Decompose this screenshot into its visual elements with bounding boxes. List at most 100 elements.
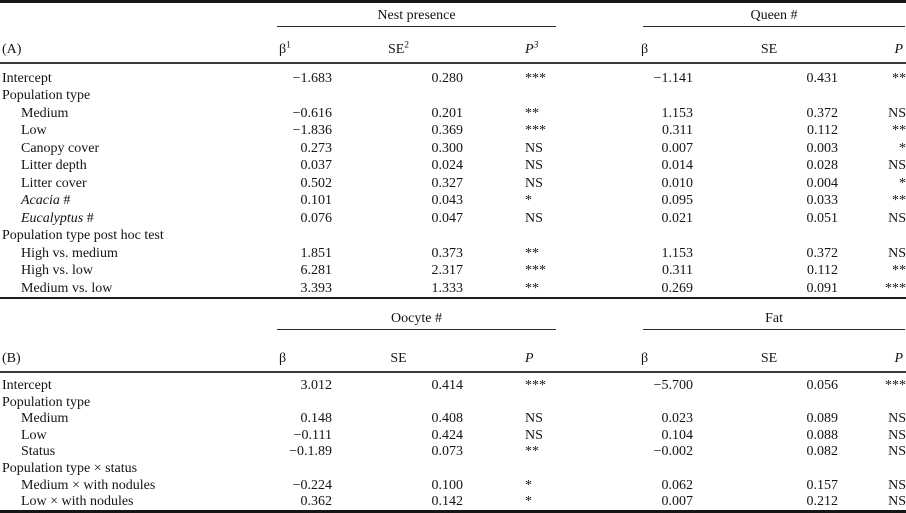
header-text: P [894,42,903,57]
se-cell: 0.047 [332,209,465,227]
beta-cell: 0.101 [262,192,332,210]
p-cell: NS [843,157,906,175]
row-label: Medium [0,104,262,122]
gap-cell [556,262,636,280]
column-group-title: Oocyte # [391,311,442,326]
beta-cell: 0.037 [262,157,332,175]
se-cell: 0.100 [332,477,465,494]
p-cell: NS [465,139,556,157]
header-text: SE [761,42,777,57]
p-cell: * [465,192,556,210]
header-text: β [641,42,648,57]
se-cell: 0.082 [695,444,843,461]
se-cell: 2.317 [332,262,465,280]
gap-cell [556,139,636,157]
se-cell: 0.157 [695,477,843,494]
beta-cell: −5.700 [636,372,695,395]
se-cell: 0.051 [695,209,843,227]
p-cell: ** [843,122,906,140]
empty-cell [465,460,556,477]
row-label: Medium [0,411,262,428]
beta-cell: 0.062 [636,477,695,494]
column-group-underline: Queen # [643,8,905,27]
spanner-spacer [0,2,262,28]
se-cell: 0.091 [695,279,843,298]
beta-header: β [636,330,695,372]
gap-cell [556,298,636,330]
p-header: P [465,330,556,372]
empty-cell [262,227,332,245]
table-row: Litter cover0.5020.327NS0.0100.004* [0,174,906,192]
results-table-body: Nest presenceQueen #(A)β1SE2P3βSEPInterc… [0,2,906,512]
beta-cell: 1.153 [636,244,695,262]
gap-cell [556,2,636,28]
column-group-cell: Queen # [636,2,906,28]
table-row: Medium−0.6160.201**1.1530.372NS [0,104,906,122]
p-cell: NS [843,494,906,512]
p-cell: NS [843,411,906,428]
table-row: High vs. medium1.8510.373**1.1530.372NS [0,244,906,262]
gap-cell [556,104,636,122]
p-cell: * [843,174,906,192]
panel-label: (B) [0,330,262,372]
p-header: P [843,330,906,372]
gap-cell [556,330,636,372]
table-row: Intercept3.0120.414***−5.7000.056*** [0,372,906,395]
empty-cell [332,227,465,245]
empty-cell [332,394,465,411]
beta-cell: 0.311 [636,262,695,280]
p-cell: NS [843,427,906,444]
header-superscript: 2 [404,40,409,50]
table-row: Low × with nodules0.3620.142*0.0070.212N… [0,494,906,512]
row-label: Canopy cover [0,139,262,157]
table-row: Population type post hoc test [0,227,906,245]
p-cell: NS [465,411,556,428]
empty-cell [332,460,465,477]
header-text: SE [390,351,406,366]
column-group-row-B: Oocyte #Fat [0,298,906,330]
beta-cell: 0.076 [262,209,332,227]
se-cell: 0.056 [695,372,843,395]
row-label: Intercept [0,372,262,395]
row-label-italic: Acacia [21,193,60,208]
beta-cell: 0.007 [636,494,695,512]
gap-cell [556,494,636,512]
beta-cell: 0.148 [262,411,332,428]
gap-cell [556,427,636,444]
table-row: Low−0.1110.424NS0.1040.088NS [0,427,906,444]
se-cell: 0.431 [695,63,843,87]
empty-cell [695,394,843,411]
column-group-cell: Oocyte # [262,298,556,330]
beta-cell: −1.836 [262,122,332,140]
row-label-rest: # [60,193,71,208]
beta-cell: −0.616 [262,104,332,122]
beta-cell: 6.281 [262,262,332,280]
se-cell: 0.089 [695,411,843,428]
column-group-title: Nest presence [377,8,455,23]
empty-cell [843,394,906,411]
p-cell: *** [465,372,556,395]
se-cell: 0.369 [332,122,465,140]
se-cell: 0.212 [695,494,843,512]
beta-cell: 0.021 [636,209,695,227]
row-group-label: Population type post hoc test [0,227,262,245]
row-label: Acacia # [0,192,262,210]
row-label-rest: # [83,211,94,226]
row-label: Low × with nodules [0,494,262,512]
p-cell: NS [843,104,906,122]
se-cell: 0.004 [695,174,843,192]
gap-cell [556,87,636,105]
gap-cell [556,63,636,87]
beta-cell: −0.111 [262,427,332,444]
se-cell: 0.414 [332,372,465,395]
empty-cell [465,87,556,105]
empty-cell [636,87,695,105]
se-cell: 0.201 [332,104,465,122]
table-row: Medium0.1480.408NS0.0230.089NS [0,411,906,428]
se-header: SE [695,330,843,372]
table-row: Litter depth0.0370.024NS0.0140.028NS [0,157,906,175]
row-label: Litter depth [0,157,262,175]
gap-cell [556,444,636,461]
se-header: SE [332,330,465,372]
row-label: Litter cover [0,174,262,192]
